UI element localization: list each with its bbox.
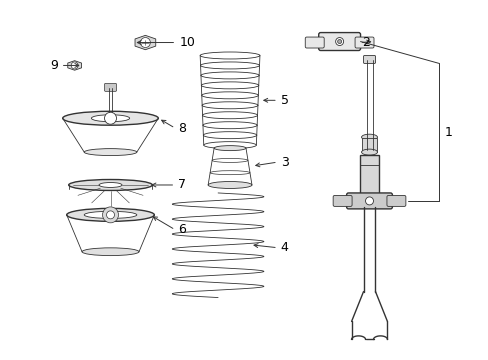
Ellipse shape	[214, 146, 245, 150]
Text: 5: 5	[280, 94, 288, 107]
Text: 1: 1	[443, 126, 451, 139]
Polygon shape	[68, 61, 81, 70]
Ellipse shape	[91, 115, 129, 122]
Circle shape	[104, 112, 116, 124]
Text: 9: 9	[50, 59, 58, 72]
FancyBboxPatch shape	[305, 37, 324, 48]
Text: 4: 4	[280, 241, 288, 254]
Ellipse shape	[208, 181, 251, 189]
Ellipse shape	[99, 183, 122, 188]
FancyBboxPatch shape	[346, 193, 392, 209]
Circle shape	[140, 37, 150, 48]
Text: 7: 7	[178, 179, 186, 192]
Polygon shape	[135, 35, 155, 50]
Ellipse shape	[68, 180, 152, 190]
Text: 3: 3	[280, 156, 288, 168]
FancyBboxPatch shape	[332, 195, 351, 206]
FancyBboxPatch shape	[386, 195, 405, 206]
Ellipse shape	[361, 134, 377, 140]
Ellipse shape	[82, 248, 139, 256]
Ellipse shape	[62, 111, 158, 125]
Ellipse shape	[361, 149, 377, 155]
Circle shape	[102, 207, 118, 223]
Text: 10: 10	[179, 36, 195, 49]
Circle shape	[106, 211, 114, 219]
Text: 2: 2	[362, 36, 370, 49]
Circle shape	[337, 40, 341, 44]
Ellipse shape	[84, 211, 137, 219]
Ellipse shape	[66, 208, 154, 221]
Text: 8: 8	[178, 122, 186, 135]
Circle shape	[335, 37, 343, 45]
Circle shape	[71, 62, 78, 69]
FancyBboxPatch shape	[104, 84, 116, 91]
Text: 6: 6	[178, 223, 186, 236]
FancyBboxPatch shape	[363, 55, 375, 63]
FancyBboxPatch shape	[354, 37, 373, 48]
FancyBboxPatch shape	[359, 155, 379, 195]
FancyBboxPatch shape	[318, 32, 360, 50]
Ellipse shape	[84, 149, 137, 156]
Circle shape	[365, 197, 373, 205]
FancyBboxPatch shape	[361, 138, 377, 152]
